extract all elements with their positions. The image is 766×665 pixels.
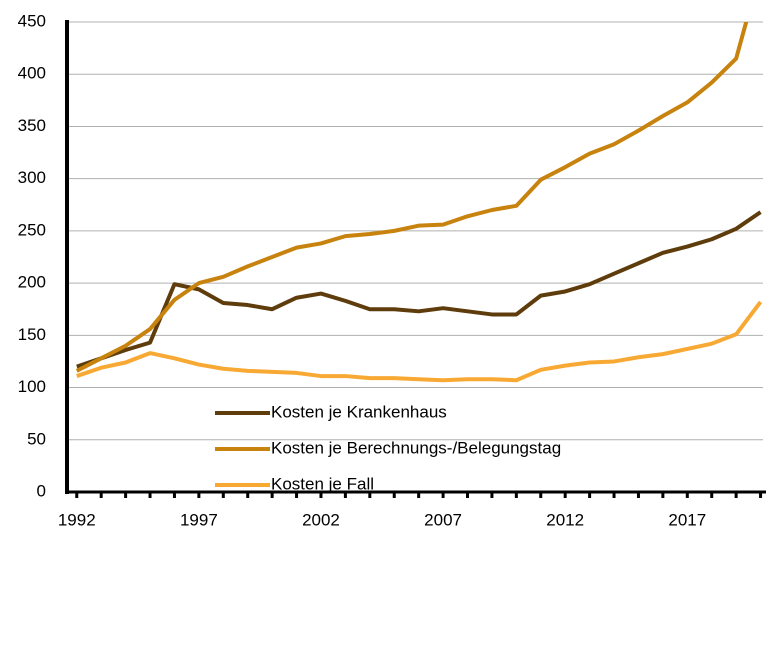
y-tick-label: 350: [18, 116, 46, 135]
x-tick-label: 2002: [302, 510, 340, 529]
y-tick-label: 50: [27, 429, 46, 448]
y-tick-label: 450: [18, 11, 46, 30]
y-tick-label: 100: [18, 377, 46, 396]
x-tick-label: 2017: [668, 510, 706, 529]
plot-area: [75, 22, 763, 383]
y-tick-label: 250: [18, 220, 46, 239]
y-tick-label: 150: [18, 325, 46, 344]
y-tick-label: 0: [37, 481, 46, 500]
data-line: [75, 22, 749, 373]
legend-label: Kosten je Krankenhaus: [271, 402, 447, 421]
y-tick-label: 300: [18, 168, 46, 187]
data-line: [76, 210, 762, 369]
x-tick-label: 2012: [546, 510, 584, 529]
x-tick-label: 1992: [58, 510, 96, 529]
legend-label: Kosten je Fall: [271, 474, 374, 493]
y-tick-label: 400: [18, 64, 46, 83]
y-tick-label: 200: [18, 273, 46, 292]
data-line: [76, 300, 763, 383]
x-tick-label: 2007: [424, 510, 462, 529]
legend-label: Kosten je Berechnungs-/Belegungstag: [271, 438, 561, 457]
x-tick-label: 1997: [180, 510, 218, 529]
